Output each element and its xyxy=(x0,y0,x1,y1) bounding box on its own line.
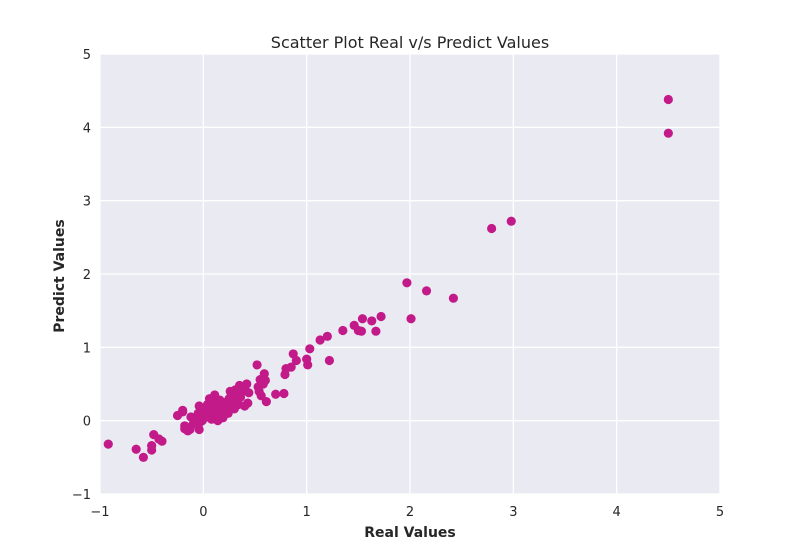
scatter-point xyxy=(376,311,386,322)
scatter-point xyxy=(260,375,270,385)
x-tick-label: 3 xyxy=(509,505,517,520)
y-tick-label: 4 xyxy=(83,121,91,136)
scatter-point xyxy=(487,223,497,234)
y-tick-label: −1 xyxy=(72,488,91,503)
scatter-point xyxy=(322,331,332,341)
scatter-point xyxy=(357,314,368,324)
scatter-point xyxy=(315,335,325,345)
scatter-point xyxy=(279,388,289,399)
scatter-point xyxy=(244,388,254,398)
x-tick-label: 5 xyxy=(716,505,724,520)
y-axis-label: Predict Values xyxy=(52,219,68,332)
x-tick-label: 0 xyxy=(199,505,207,520)
chart-title: Scatter Plot Real v/s Predict Values xyxy=(271,33,549,52)
scatter-point xyxy=(371,326,381,336)
scatter-point xyxy=(421,286,432,296)
x-tick-labels: −1 0 1 2 3 4 5 xyxy=(90,505,724,520)
scatter-point xyxy=(242,379,252,389)
y-tick-label: 5 xyxy=(83,48,91,63)
scatter-point xyxy=(406,314,416,324)
scatter-point xyxy=(324,355,334,366)
scatter-point xyxy=(243,398,253,408)
y-tick-label: 3 xyxy=(83,195,91,210)
scatter-point xyxy=(261,397,271,407)
scatter-point xyxy=(402,278,412,288)
scatter-point xyxy=(271,389,281,399)
x-tick-label: −1 xyxy=(90,505,109,520)
scatter-point xyxy=(303,360,313,370)
scatter-point xyxy=(194,424,204,435)
scatter-point xyxy=(506,216,516,226)
scatter-point xyxy=(252,360,262,370)
scatter-point xyxy=(147,441,157,451)
x-tick-label: 2 xyxy=(406,505,414,520)
scatter-point xyxy=(338,325,348,336)
x-tick-label: 4 xyxy=(613,505,621,520)
data-points xyxy=(103,94,673,462)
y-tick-labels: −1 0 1 2 3 4 5 xyxy=(72,48,91,503)
scatter-point xyxy=(157,436,167,446)
y-tick-label: 0 xyxy=(83,415,91,430)
scatter-point xyxy=(286,362,296,372)
scatter-point xyxy=(356,326,367,336)
scatter-point xyxy=(305,344,315,354)
scatter-point xyxy=(291,355,301,366)
x-tick-label: 1 xyxy=(303,505,311,520)
scatter-point xyxy=(367,316,377,326)
scatter-point xyxy=(103,439,113,449)
y-tick-label: 2 xyxy=(83,268,91,283)
scatter-point xyxy=(131,444,141,454)
scatter-point xyxy=(178,405,188,415)
scatter-point xyxy=(663,94,673,105)
scatter-point xyxy=(663,128,673,138)
y-tick-label: 1 xyxy=(83,341,91,356)
scatter-point xyxy=(448,293,458,303)
x-axis-label: Real Values xyxy=(364,525,456,541)
scatter-point xyxy=(138,452,148,462)
